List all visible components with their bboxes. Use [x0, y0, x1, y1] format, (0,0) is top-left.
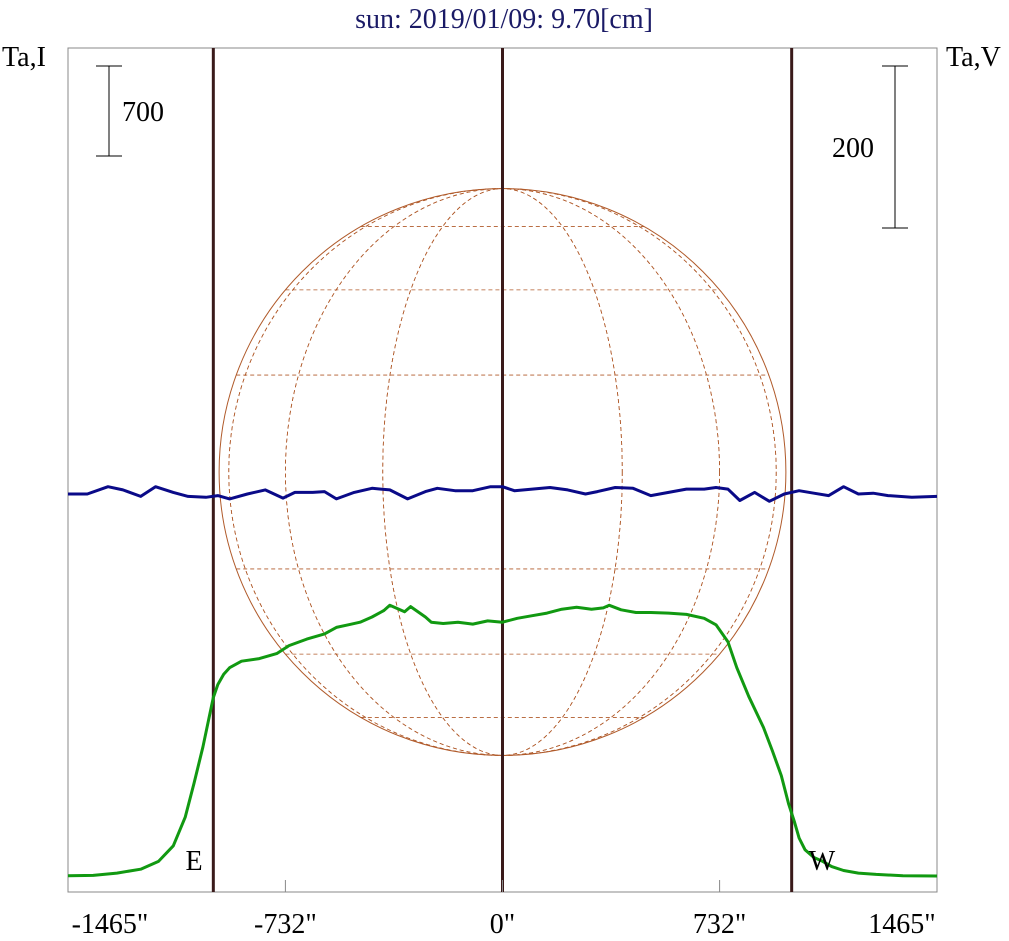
right-axis-label: Ta,V — [946, 42, 1001, 73]
x-tick-label: 732" — [693, 909, 746, 940]
left-scale-bar-label: 700 — [122, 97, 164, 128]
x-tick-label: 0" — [490, 909, 515, 940]
right-scale-bar — [882, 65, 908, 229]
x-tick-label: -732" — [254, 909, 317, 940]
east-limb-label: E — [185, 846, 202, 877]
data-series — [67, 485, 938, 878]
chart-title: sun: 2019/01/09: 9.70[cm] — [355, 4, 653, 35]
left-scale-bar — [96, 65, 122, 157]
x-axis-ticks: -1465" -732" 0" 732" 1465" — [67, 880, 938, 940]
west-limb-label: W — [809, 846, 836, 877]
polarization-series-line — [68, 485, 938, 503]
scale-bars — [96, 65, 908, 229]
right-scale-bar-label: 200 — [832, 133, 874, 164]
x-tick-label: 1465" — [868, 909, 935, 940]
x-tick-label: -1465" — [72, 909, 149, 940]
intensity-series-line — [67, 603, 938, 878]
left-axis-label: Ta,I — [2, 42, 46, 73]
limb-markers — [211, 48, 794, 892]
